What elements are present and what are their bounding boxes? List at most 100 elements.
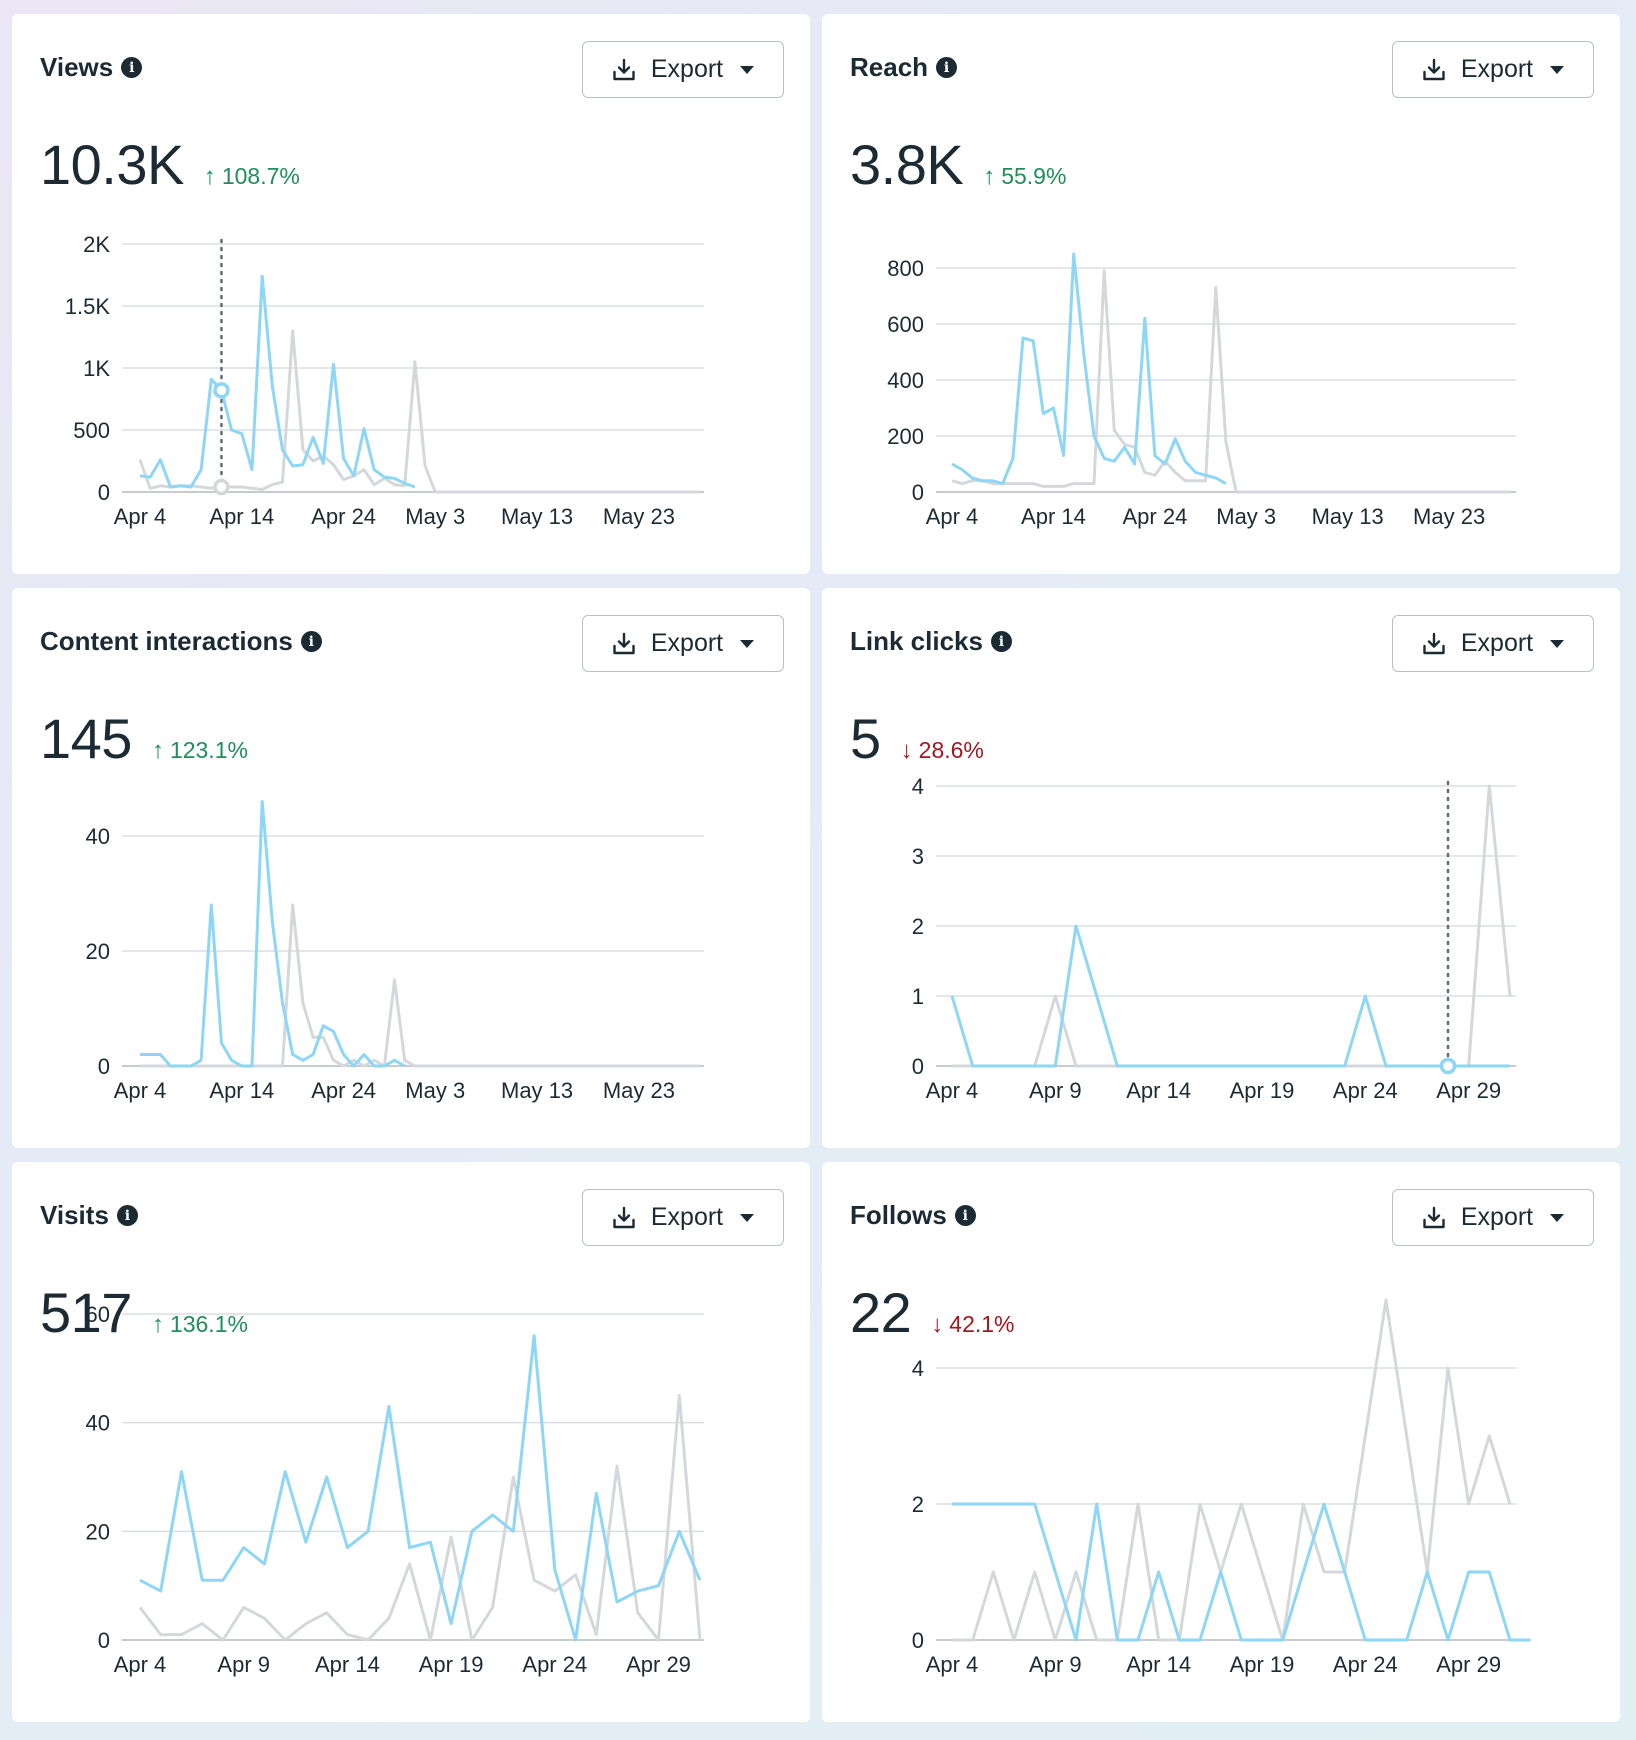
info-icon[interactable]: i xyxy=(121,57,143,78)
x-tick-label: May 3 xyxy=(405,504,465,529)
x-tick-label: Apr 14 xyxy=(209,1078,274,1103)
metric-change-value: 28.6% xyxy=(918,737,984,763)
export-button[interactable]: Export xyxy=(1392,615,1594,672)
previous-period-series-line[interactable] xyxy=(952,1298,1512,1642)
download-icon xyxy=(1421,57,1447,83)
y-tick-label: 60 xyxy=(86,1302,110,1327)
y-tick-label: 200 xyxy=(887,424,924,449)
y-tick-label: 1.5K xyxy=(65,294,111,319)
line-chart: 0 20 40 Apr 4 Apr 14 Apr 24 May 3 May 13 May 23 xyxy=(86,800,704,1103)
y-tick-label: 0 xyxy=(98,1054,110,1079)
y-tick-label: 1K xyxy=(83,356,110,381)
metric-change-value: 123.1% xyxy=(169,737,248,763)
metric-value: 5 xyxy=(850,707,881,770)
x-tick-label: Apr 4 xyxy=(926,1078,979,1103)
y-tick-label: 0 xyxy=(98,1628,110,1653)
x-tick-label: Apr 24 xyxy=(1333,1078,1398,1103)
export-button[interactable]: Export xyxy=(1392,41,1594,98)
metric-change: ↑ 123.1% xyxy=(152,737,248,765)
info-icon[interactable]: i xyxy=(990,631,1012,652)
export-button[interactable]: Export xyxy=(582,615,784,672)
metric: 10.3K ↑ 108.7% xyxy=(40,132,300,197)
export-button[interactable]: Export xyxy=(582,41,784,98)
x-tick-label: Apr 24 xyxy=(311,504,376,529)
metric-change-value: 55.9% xyxy=(1001,163,1067,189)
x-tick-label: May 3 xyxy=(405,1078,465,1103)
card-title-text: Views xyxy=(40,52,114,82)
y-tick-label: 0 xyxy=(912,1628,924,1653)
current-period-series-line[interactable] xyxy=(951,252,1227,486)
previous-hover-point[interactable] xyxy=(213,478,230,496)
line-chart: 0 200 400 600 800 Apr 4 Apr 14 Apr 24 May 3 May 1… xyxy=(887,252,1516,529)
y-tick-label: 3 xyxy=(912,844,924,869)
export-label: Export xyxy=(650,1203,724,1231)
metric: 517 ↑ 136.1% xyxy=(40,1280,248,1345)
x-tick-label: May 3 xyxy=(1216,504,1276,529)
previous-period-series-line[interactable] xyxy=(140,903,700,1068)
y-tick-label: 2 xyxy=(912,1492,924,1517)
metric-change: ↓ 28.6% xyxy=(901,737,984,765)
download-icon xyxy=(1421,631,1447,657)
card-title-text: Visits xyxy=(40,1200,109,1230)
caret-down-icon xyxy=(1549,639,1565,649)
x-tick-label: Apr 29 xyxy=(626,1652,691,1677)
current-hover-point[interactable] xyxy=(1439,1057,1457,1075)
card-follows: Follows i Export 22 ↓ 42.1% 0 2 4 Apr 4 Apr … xyxy=(822,1162,1620,1722)
export-button[interactable]: Export xyxy=(582,1189,784,1246)
card-visits: Visits i Export 517 ↑ 136.1% 0 20 40 60 Apr … xyxy=(12,1162,810,1722)
x-tick-label: Apr 14 xyxy=(315,1652,380,1677)
x-tick-label: May 13 xyxy=(501,1078,573,1103)
x-tick-label: Apr 24 xyxy=(311,1078,376,1103)
x-tick-label: Apr 9 xyxy=(1029,1652,1082,1677)
current-period-series-line[interactable] xyxy=(952,1502,1531,1642)
caret-down-icon xyxy=(1549,1213,1565,1223)
y-tick-label: 1 xyxy=(912,984,924,1009)
export-label: Export xyxy=(1460,1203,1534,1231)
y-tick-label: 0 xyxy=(912,480,924,505)
export-button[interactable]: Export xyxy=(1392,1189,1594,1246)
y-tick-label: 40 xyxy=(86,824,110,849)
current-period-series-line[interactable] xyxy=(139,274,416,489)
download-icon xyxy=(611,57,637,83)
current-period-series-line[interactable] xyxy=(140,800,406,1068)
previous-period-series-line[interactable] xyxy=(138,1394,702,1642)
export-label: Export xyxy=(650,629,724,657)
current-period-series-line[interactable] xyxy=(950,924,1510,1068)
trend-arrow-icon: ↑ xyxy=(983,163,996,190)
y-tick-label: 20 xyxy=(86,939,110,964)
card-link-clicks: Link clicks i Export 5 ↓ 28.6% 0 1 2 3 4 Apr … xyxy=(822,588,1620,1148)
card-title-text: Reach xyxy=(850,52,929,82)
metric-change: ↑ 55.9% xyxy=(983,163,1066,191)
x-tick-label: Apr 19 xyxy=(1230,1652,1295,1677)
metric-change-value: 42.1% xyxy=(949,1311,1015,1337)
line-chart: 0 500 1K 1.5K 2K Apr 4 Apr 14 Apr 24 May 3 May 13… xyxy=(65,232,704,529)
export-label: Export xyxy=(1460,629,1534,657)
previous-period-series-line[interactable] xyxy=(138,329,700,494)
metric-change: ↑ 108.7% xyxy=(204,163,300,191)
info-icon[interactable]: i xyxy=(300,631,322,652)
y-tick-label: 400 xyxy=(887,368,924,393)
previous-period-series-line[interactable] xyxy=(951,269,1510,494)
trend-arrow-icon: ↓ xyxy=(900,737,913,764)
x-tick-label: Apr 14 xyxy=(1021,504,1086,529)
card-title-text: Content interactions xyxy=(40,626,293,656)
x-tick-label: Apr 24 xyxy=(522,1652,587,1677)
card-title-text: Follows xyxy=(850,1200,947,1230)
current-hover-point[interactable] xyxy=(213,382,230,399)
metric-change-value: 108.7% xyxy=(221,163,300,189)
info-icon[interactable]: i xyxy=(936,57,958,78)
card-title: Reach i xyxy=(850,52,958,83)
download-icon xyxy=(611,1205,637,1231)
info-icon[interactable]: i xyxy=(954,1205,976,1226)
y-tick-label: 4 xyxy=(912,774,924,799)
y-tick-label: 0 xyxy=(98,480,110,505)
x-tick-label: Apr 24 xyxy=(1333,1652,1398,1677)
trend-arrow-icon: ↓ xyxy=(931,1311,944,1338)
y-tick-label: 40 xyxy=(86,1411,110,1436)
card-title: Content interactions i xyxy=(40,626,322,657)
current-period-series-line[interactable] xyxy=(139,1334,702,1642)
x-tick-label: Apr 19 xyxy=(419,1652,484,1677)
y-tick-label: 800 xyxy=(887,256,924,281)
card-reach: Reach i Export 3.8K ↑ 55.9% 0 200 400 600 80… xyxy=(822,14,1620,574)
info-icon[interactable]: i xyxy=(116,1205,138,1226)
